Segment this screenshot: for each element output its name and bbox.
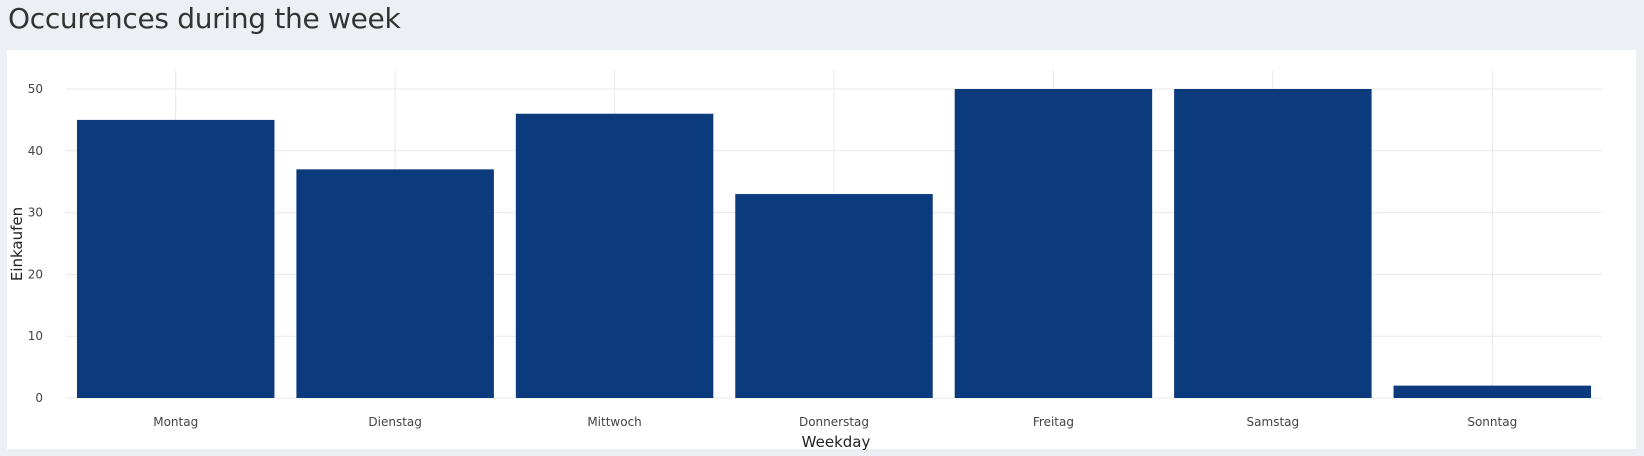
bars <box>76 89 1592 399</box>
y-tick-label: 20 <box>28 267 43 281</box>
y-tick-label: 50 <box>28 82 43 96</box>
x-tick-label: Donnerstag <box>799 415 869 429</box>
y-tick-label: 40 <box>28 144 43 158</box>
bar-mittwoch[interactable] <box>515 113 714 398</box>
y-tick-label: 10 <box>28 329 43 343</box>
x-axis-title: Weekday <box>802 433 871 451</box>
x-tick-label: Samstag <box>1247 415 1300 429</box>
bar-donnerstag[interactable] <box>735 194 933 398</box>
x-tick-label: Mittwoch <box>587 415 641 429</box>
x-axis-ticks: Montag Dienstag Mittwoch Donnerstag Freitag S… <box>153 415 1517 429</box>
x-tick-label: Montag <box>153 415 198 429</box>
bar-freitag[interactable] <box>954 89 1153 398</box>
y-tick-label: 30 <box>28 206 43 220</box>
page-title: Occurences during the week <box>8 2 401 35</box>
x-tick-label: Freitag <box>1033 415 1074 429</box>
x-tick-label: Dienstag <box>368 415 422 429</box>
y-tick-label: 0 <box>35 391 43 405</box>
bar-sonntag[interactable] <box>1393 385 1592 398</box>
x-tick-label: Sonntag <box>1467 415 1517 429</box>
y-axis-title: Einkaufen <box>8 207 26 281</box>
y-axis-ticks: 0 10 20 30 40 50 <box>28 82 43 405</box>
bar-samstag[interactable] <box>1174 89 1372 398</box>
bar-dienstag[interactable] <box>296 169 494 398</box>
bar-montag[interactable] <box>76 119 275 399</box>
